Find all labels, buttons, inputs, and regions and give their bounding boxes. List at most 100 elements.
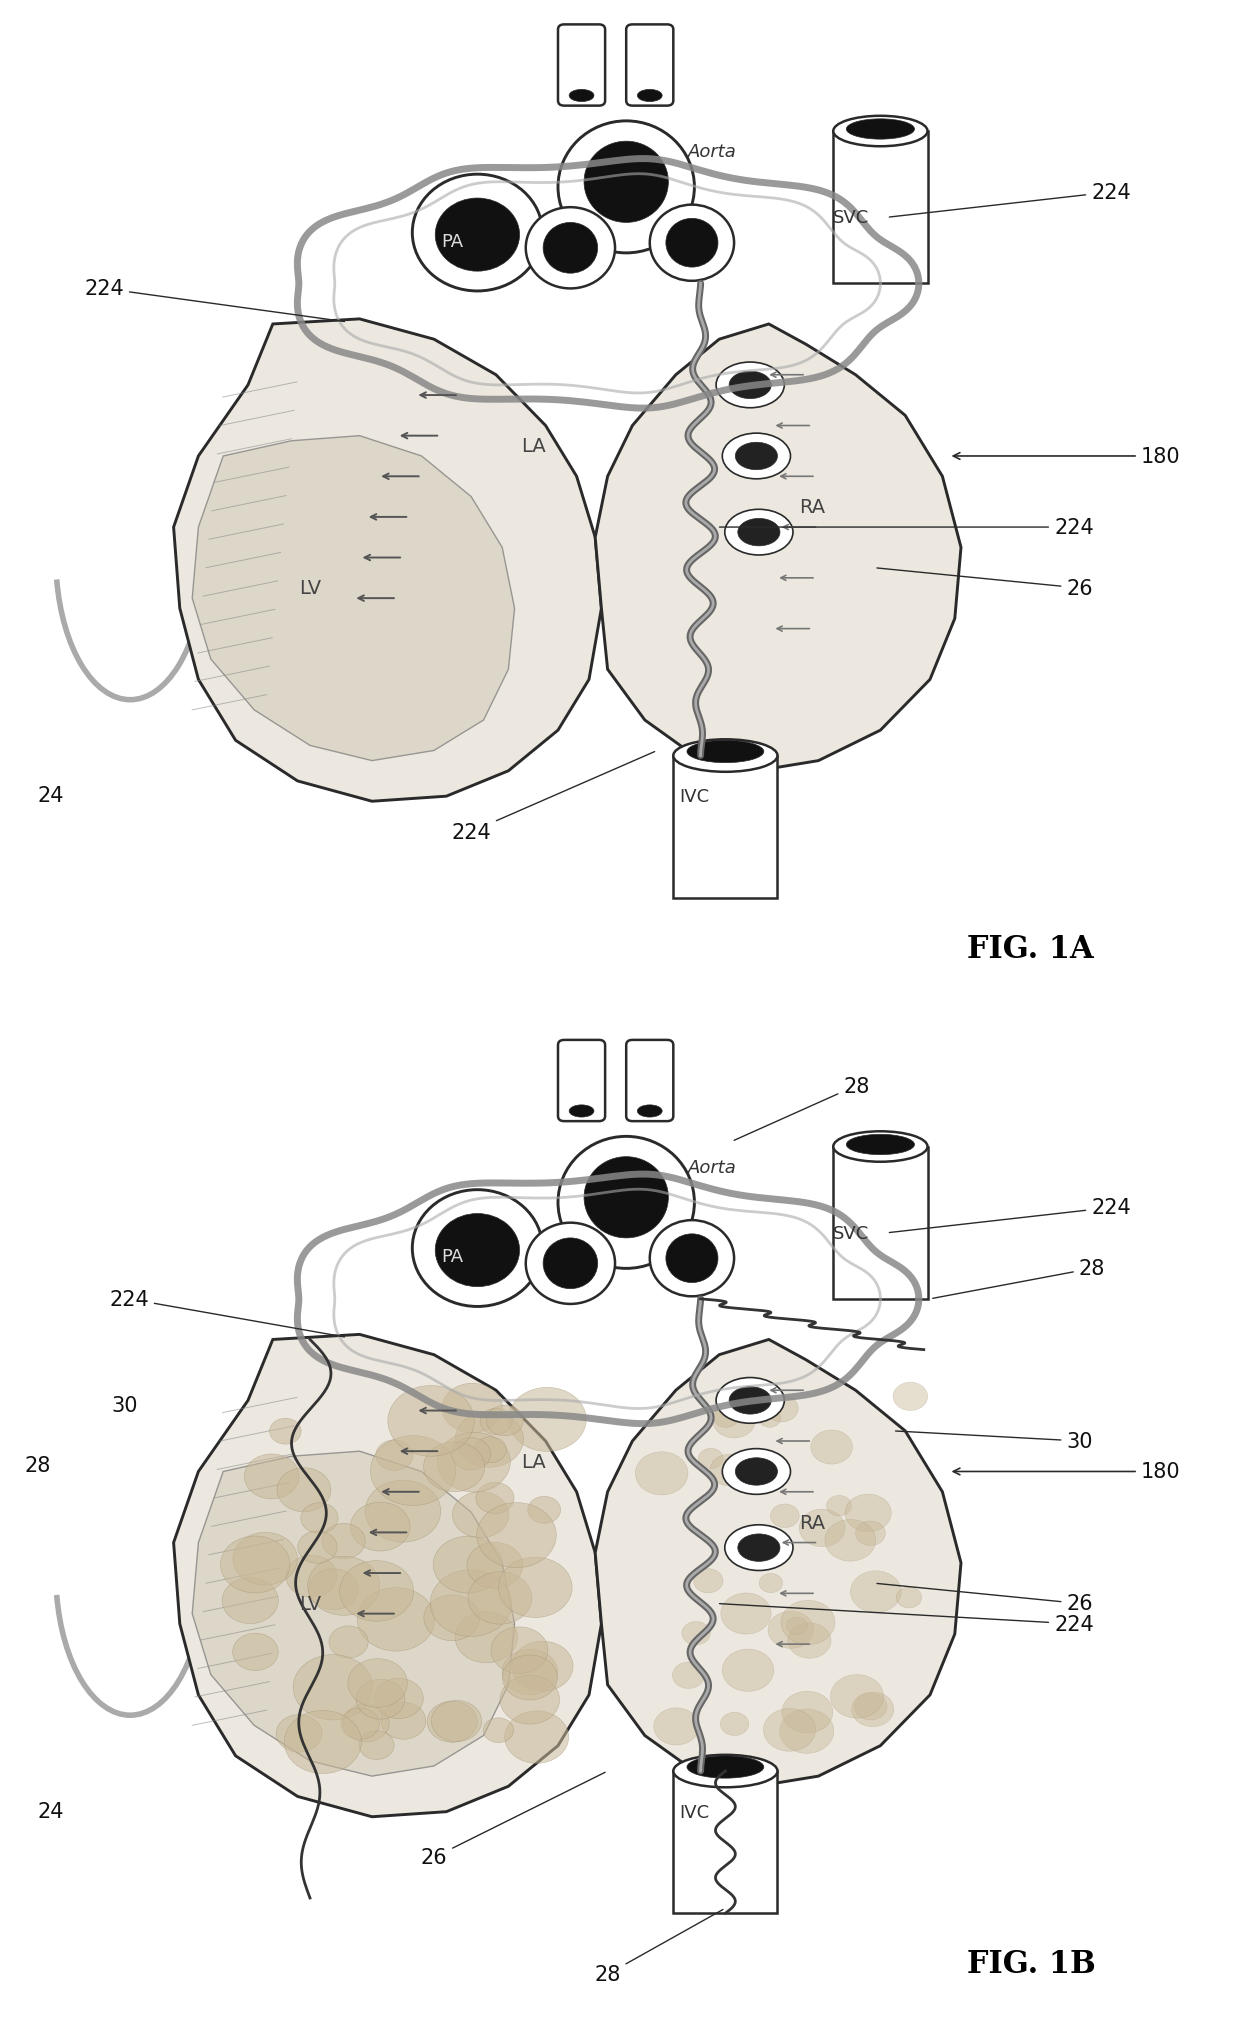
Circle shape: [505, 1711, 569, 1764]
Ellipse shape: [729, 1386, 771, 1415]
Circle shape: [897, 1587, 921, 1608]
Text: 224: 224: [719, 1604, 1094, 1634]
Ellipse shape: [412, 175, 543, 292]
Polygon shape: [833, 1147, 928, 1299]
Circle shape: [430, 1569, 512, 1636]
Text: LA: LA: [521, 1451, 546, 1472]
Circle shape: [635, 1451, 688, 1496]
Circle shape: [432, 1701, 481, 1742]
Ellipse shape: [687, 1756, 764, 1778]
Text: SVC: SVC: [833, 209, 869, 227]
Circle shape: [800, 1510, 846, 1547]
Text: 30: 30: [112, 1395, 138, 1415]
FancyBboxPatch shape: [558, 26, 605, 106]
Circle shape: [502, 1654, 557, 1699]
Polygon shape: [595, 1340, 961, 1786]
Circle shape: [844, 1494, 892, 1533]
Ellipse shape: [833, 1131, 928, 1161]
Circle shape: [343, 1703, 389, 1742]
Circle shape: [672, 1663, 704, 1689]
Circle shape: [467, 1543, 523, 1587]
Text: 28: 28: [594, 1910, 723, 1983]
Polygon shape: [192, 436, 515, 761]
Ellipse shape: [673, 1754, 777, 1786]
Text: 224: 224: [451, 753, 655, 842]
Circle shape: [427, 1701, 477, 1742]
Text: 26: 26: [420, 1772, 605, 1868]
Circle shape: [720, 1594, 771, 1634]
Text: LA: LA: [521, 436, 546, 457]
Circle shape: [371, 1435, 456, 1506]
Circle shape: [451, 1437, 491, 1470]
Circle shape: [340, 1561, 414, 1622]
Circle shape: [381, 1703, 425, 1740]
Ellipse shape: [715, 1378, 784, 1423]
Ellipse shape: [637, 89, 662, 102]
Ellipse shape: [666, 219, 718, 268]
FancyBboxPatch shape: [626, 26, 673, 106]
Ellipse shape: [846, 120, 915, 140]
Text: 28: 28: [932, 1259, 1105, 1299]
Circle shape: [476, 1502, 557, 1567]
Circle shape: [500, 1675, 559, 1723]
Circle shape: [851, 1571, 901, 1612]
Circle shape: [486, 1405, 523, 1435]
Ellipse shape: [846, 1135, 915, 1155]
Circle shape: [365, 1480, 440, 1543]
Ellipse shape: [722, 434, 791, 479]
Ellipse shape: [584, 1157, 668, 1238]
Ellipse shape: [735, 443, 777, 471]
Circle shape: [508, 1389, 587, 1451]
Circle shape: [277, 1715, 322, 1752]
Text: SVC: SVC: [833, 1224, 869, 1242]
Text: FIG. 1B: FIG. 1B: [967, 1949, 1096, 1979]
Text: Aorta: Aorta: [688, 1159, 737, 1175]
Circle shape: [438, 1433, 511, 1492]
Circle shape: [357, 1587, 435, 1650]
Ellipse shape: [543, 223, 598, 274]
Circle shape: [484, 1717, 513, 1742]
Circle shape: [233, 1533, 298, 1585]
Circle shape: [759, 1409, 780, 1427]
Circle shape: [765, 1395, 799, 1423]
Circle shape: [284, 1711, 362, 1774]
Circle shape: [244, 1453, 299, 1498]
Ellipse shape: [729, 371, 771, 400]
Text: RA: RA: [799, 1512, 826, 1533]
Polygon shape: [673, 757, 777, 899]
Text: 224: 224: [889, 183, 1131, 217]
Circle shape: [356, 1679, 404, 1719]
Polygon shape: [174, 319, 601, 802]
Ellipse shape: [435, 1214, 520, 1287]
Circle shape: [308, 1557, 379, 1616]
Ellipse shape: [543, 1238, 598, 1289]
Circle shape: [424, 1596, 480, 1640]
Ellipse shape: [637, 1104, 662, 1117]
Ellipse shape: [724, 510, 794, 556]
Circle shape: [768, 1612, 813, 1648]
Ellipse shape: [738, 1535, 780, 1561]
Text: IVC: IVC: [680, 1803, 709, 1821]
Text: 224: 224: [719, 518, 1094, 538]
Circle shape: [341, 1707, 379, 1740]
Circle shape: [502, 1650, 558, 1695]
Circle shape: [491, 1628, 548, 1673]
Text: 28: 28: [734, 1076, 869, 1141]
Text: IVC: IVC: [680, 788, 709, 806]
Ellipse shape: [569, 89, 594, 102]
Ellipse shape: [526, 1222, 615, 1303]
Polygon shape: [673, 1770, 777, 1912]
Circle shape: [693, 1569, 723, 1594]
Circle shape: [856, 1520, 885, 1545]
Circle shape: [455, 1612, 517, 1663]
Ellipse shape: [724, 1525, 794, 1571]
Circle shape: [233, 1634, 278, 1671]
Circle shape: [293, 1654, 373, 1719]
Ellipse shape: [569, 1104, 594, 1117]
Circle shape: [388, 1386, 474, 1458]
Circle shape: [329, 1626, 368, 1659]
Circle shape: [351, 1502, 410, 1551]
Ellipse shape: [833, 116, 928, 146]
Ellipse shape: [558, 1137, 694, 1269]
Circle shape: [286, 1555, 337, 1598]
